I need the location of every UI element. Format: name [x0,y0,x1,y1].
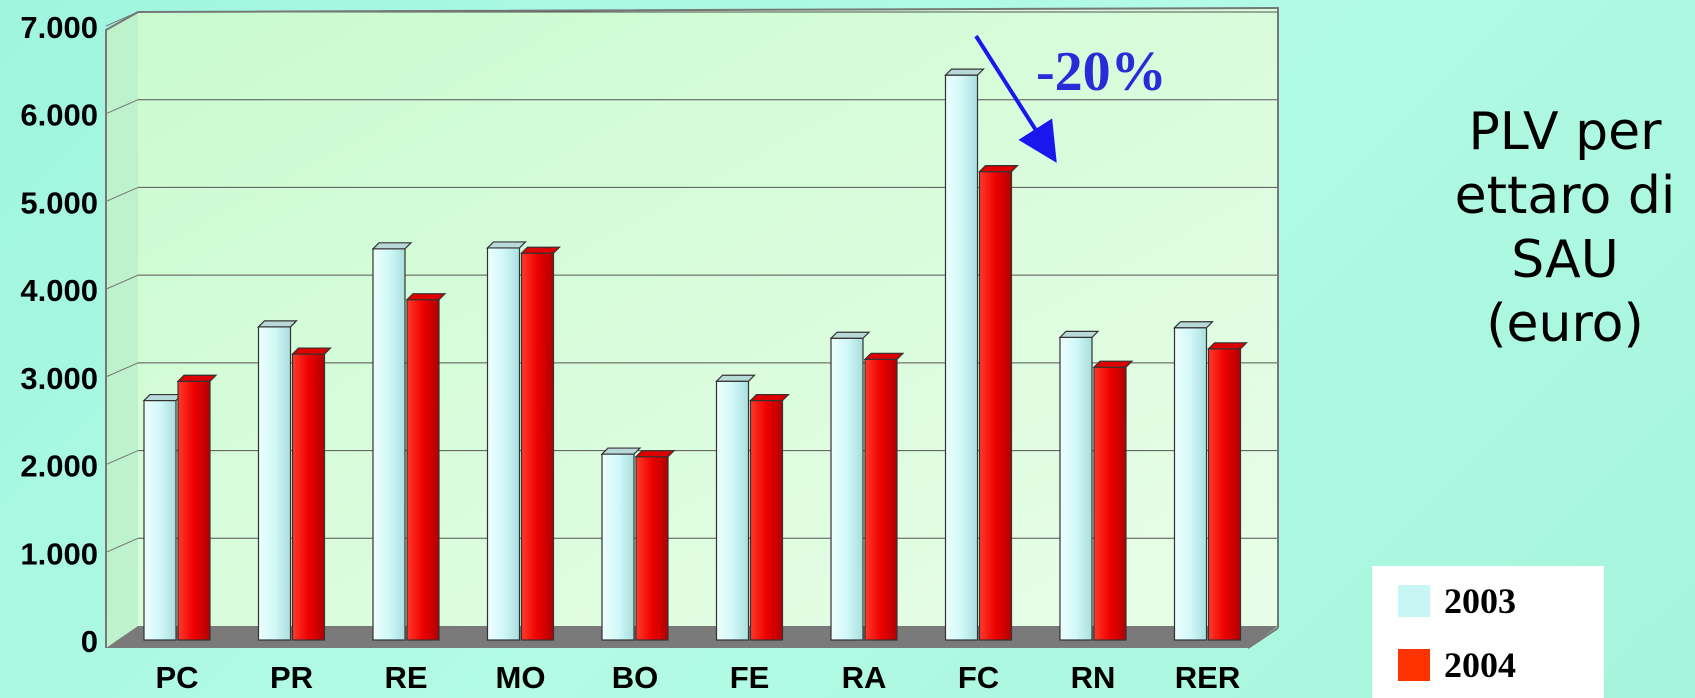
bar-top [142,393,184,402]
legend: 2003 2004 [1372,566,1604,698]
gridline-side [105,450,139,466]
bar [406,299,440,641]
x-tick-label: RE [384,660,427,695]
gridline-side [105,274,139,290]
x-tick-label: RN [1071,660,1116,695]
bar [978,171,1013,641]
gridline-side [105,537,139,553]
bar [749,399,784,641]
bar [372,248,406,641]
bar [715,380,750,641]
gridline-side [105,99,139,115]
legend-swatch [1398,585,1430,617]
x-tick-label: RER [1175,660,1240,695]
x-tick-label: PR [270,660,313,695]
bar-top [176,374,218,382]
legend-item-2003: 2003 [1398,580,1516,622]
annotation-arrow [974,34,1057,163]
y-tick-label: 0 [81,624,98,659]
annotation-label: -20% [1036,41,1167,103]
x-tick-label: RA [842,660,887,695]
bar-top [715,374,756,382]
bar-top [863,352,905,360]
bar [635,456,669,641]
bar [143,399,177,641]
plot-frame [105,6,1279,648]
bar [1173,327,1208,641]
bar [601,453,635,641]
x-tick-label: MO [496,660,546,695]
bar [1059,336,1093,641]
bar [1093,366,1127,641]
bar [291,353,326,641]
gridline-side [105,362,139,378]
bar [177,380,211,641]
bar-top [749,393,790,402]
side-title-line: PLV per [1468,102,1662,162]
bar-top [978,165,1019,173]
bar [486,247,521,641]
bar-top [405,293,447,301]
bar-top [371,242,413,250]
bar-top [634,450,676,458]
bars [142,68,1248,641]
floor-edge [1247,627,1279,649]
bar-top [1207,342,1248,350]
x-tick-label: BO [612,660,659,695]
x-tick-label: FC [958,660,999,695]
bar [257,326,292,641]
bar [830,337,864,641]
bar-top [600,447,642,455]
bar-top [944,68,985,76]
side-title-line: SAU [1511,230,1619,290]
bar-top [829,331,871,339]
bar-top [1092,360,1134,368]
bar-top [486,241,527,249]
x-axis: PC PR RE MO BO FE RA FC RN RER [155,660,1240,695]
bar [1207,348,1242,641]
bar [944,74,979,641]
y-tick-label: 4.000 [20,273,98,308]
bar-top [291,347,332,355]
y-tick-label: 3.000 [20,361,98,396]
y-tick-label: 5.000 [20,185,98,220]
bar [864,358,898,641]
legend-label: 2003 [1444,581,1516,621]
gridline-side [105,186,139,202]
bar [520,252,555,641]
plot-left-wall [106,12,138,648]
y-axis: 0 1.000 2.000 3.000 4.000 5.000 6.000 7.000 [20,10,98,659]
legend-item-2004: 2004 [1398,644,1516,686]
bar-top [257,320,298,328]
x-tick-label: FE [730,660,770,695]
y-tick-label: 6.000 [20,98,98,133]
side-title-line: (euro) [1486,294,1644,354]
legend-swatch [1398,649,1430,681]
y-tick-label: 7.000 [20,10,98,45]
bar-top [520,246,561,254]
y-tick-label: 2.000 [20,449,98,484]
y-tick-label: 1.000 [20,536,98,571]
side-title-line: ettaro di [1454,166,1676,226]
x-tick-label: PC [155,660,198,695]
legend-label: 2004 [1444,645,1516,685]
bar-top [1058,330,1100,338]
chart-side-title: PLV per ettaro di SAU (euro) [1440,100,1690,356]
bar-top [1173,321,1214,329]
